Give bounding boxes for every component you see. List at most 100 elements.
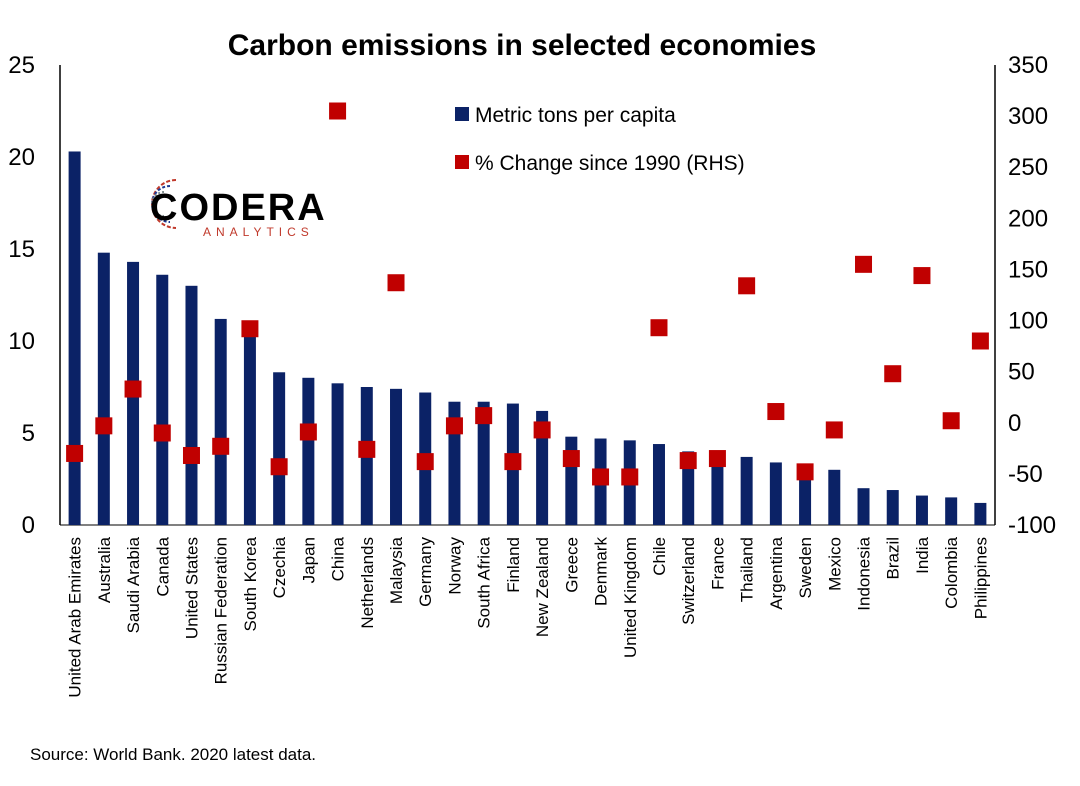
legend-swatch-bars xyxy=(455,107,469,121)
marker xyxy=(270,458,288,476)
category-label: Thailand xyxy=(738,537,757,602)
right-tick-label: 50 xyxy=(1008,359,1035,386)
category-label: Japan xyxy=(299,537,318,583)
bar xyxy=(273,372,286,525)
marker-series xyxy=(66,102,989,486)
bar xyxy=(857,488,870,525)
marker xyxy=(796,463,814,481)
category-label: Switzerland xyxy=(679,537,698,625)
category-label: United States xyxy=(182,537,201,639)
category-label: Indonesia xyxy=(855,536,874,610)
category-label: Colombia xyxy=(942,536,961,608)
category-label: Chile xyxy=(650,537,669,576)
right-tick-label: -100 xyxy=(1008,512,1056,539)
marker xyxy=(153,424,171,442)
bar xyxy=(477,401,490,525)
bar xyxy=(915,495,928,525)
category-label: Saudi Arabia xyxy=(124,536,143,633)
left-tick-label: 0 xyxy=(22,512,35,539)
bar xyxy=(97,252,110,525)
marker xyxy=(66,444,84,462)
category-label: Mexico xyxy=(825,537,844,591)
category-label: Netherlands xyxy=(358,537,377,629)
chart-title: Carbon emissions in selected economies xyxy=(228,29,817,62)
marker xyxy=(299,423,317,441)
category-label: Norway xyxy=(445,537,464,595)
category-label: China xyxy=(329,536,348,581)
category-label: Sweden xyxy=(796,537,815,598)
marker xyxy=(971,332,989,350)
legend: Metric tons per capita % Change since 19… xyxy=(455,104,745,175)
marker xyxy=(942,412,960,430)
bar xyxy=(711,455,724,525)
category-label: United Arab Emirates xyxy=(66,537,85,698)
left-tick-label: 25 xyxy=(8,52,35,79)
category-labels: United Arab Emirates Australia Saudi Arabi… xyxy=(66,536,991,697)
category-label: India xyxy=(913,536,932,573)
right-tick-label: 100 xyxy=(1008,308,1048,335)
bar xyxy=(214,318,227,525)
marker xyxy=(562,450,580,468)
marker xyxy=(329,102,347,120)
left-tick-label: 5 xyxy=(22,420,35,447)
bar xyxy=(974,502,987,525)
marker xyxy=(533,421,551,439)
marker xyxy=(475,407,493,425)
marker xyxy=(621,468,639,486)
right-tick-label: 300 xyxy=(1008,103,1048,130)
bar xyxy=(682,451,695,525)
marker xyxy=(182,446,200,464)
bar xyxy=(156,274,169,525)
marker xyxy=(358,440,376,458)
left-tick-label: 20 xyxy=(8,144,35,171)
marker xyxy=(592,468,610,486)
bar xyxy=(945,497,958,525)
category-label: South Korea xyxy=(241,536,260,631)
bar xyxy=(565,436,578,525)
marker xyxy=(212,437,230,455)
marker xyxy=(445,417,463,435)
marker xyxy=(913,267,931,285)
marker xyxy=(884,365,902,383)
right-axis: -100 -50 0 50 100 150 200 250 300 350 xyxy=(994,52,1056,539)
marker xyxy=(504,453,522,471)
marker xyxy=(855,255,873,273)
category-label: Malaysia xyxy=(387,536,406,604)
category-label: Greece xyxy=(562,537,581,593)
logo-subtitle: ANALYTICS xyxy=(203,225,314,239)
codera-logo: CODERA ANALYTICS xyxy=(150,179,327,239)
category-label: Russian Federation xyxy=(212,537,231,684)
category-label: Brazil xyxy=(884,537,903,580)
bar xyxy=(331,383,344,525)
category-label: South Africa xyxy=(475,536,494,628)
left-tick-label: 10 xyxy=(8,328,35,355)
category-label: France xyxy=(708,537,727,590)
bar xyxy=(886,490,899,525)
logo-name: CODERA xyxy=(150,187,327,229)
marker xyxy=(387,274,405,292)
legend-label-markers: % Change since 1990 (RHS) xyxy=(475,152,745,175)
bar xyxy=(302,377,315,525)
category-label: Germany xyxy=(416,537,435,607)
marker xyxy=(679,452,697,470)
right-tick-label: 350 xyxy=(1008,52,1048,79)
right-tick-label: 200 xyxy=(1008,205,1048,232)
marker xyxy=(708,450,726,468)
bar xyxy=(536,410,549,525)
marker xyxy=(95,417,113,435)
marker xyxy=(124,380,142,398)
marker xyxy=(825,421,843,439)
marker xyxy=(650,319,668,337)
marker xyxy=(738,277,756,295)
right-tick-label: 150 xyxy=(1008,256,1048,283)
category-label: Australia xyxy=(95,536,114,603)
marker xyxy=(767,403,785,421)
right-tick-label: -50 xyxy=(1008,461,1043,488)
marker xyxy=(416,453,434,471)
category-label: Canada xyxy=(153,536,172,596)
bar xyxy=(799,467,812,525)
bar xyxy=(243,328,256,525)
bar xyxy=(769,462,782,525)
right-tick-label: 250 xyxy=(1008,154,1048,181)
category-label: Denmark xyxy=(592,537,611,606)
